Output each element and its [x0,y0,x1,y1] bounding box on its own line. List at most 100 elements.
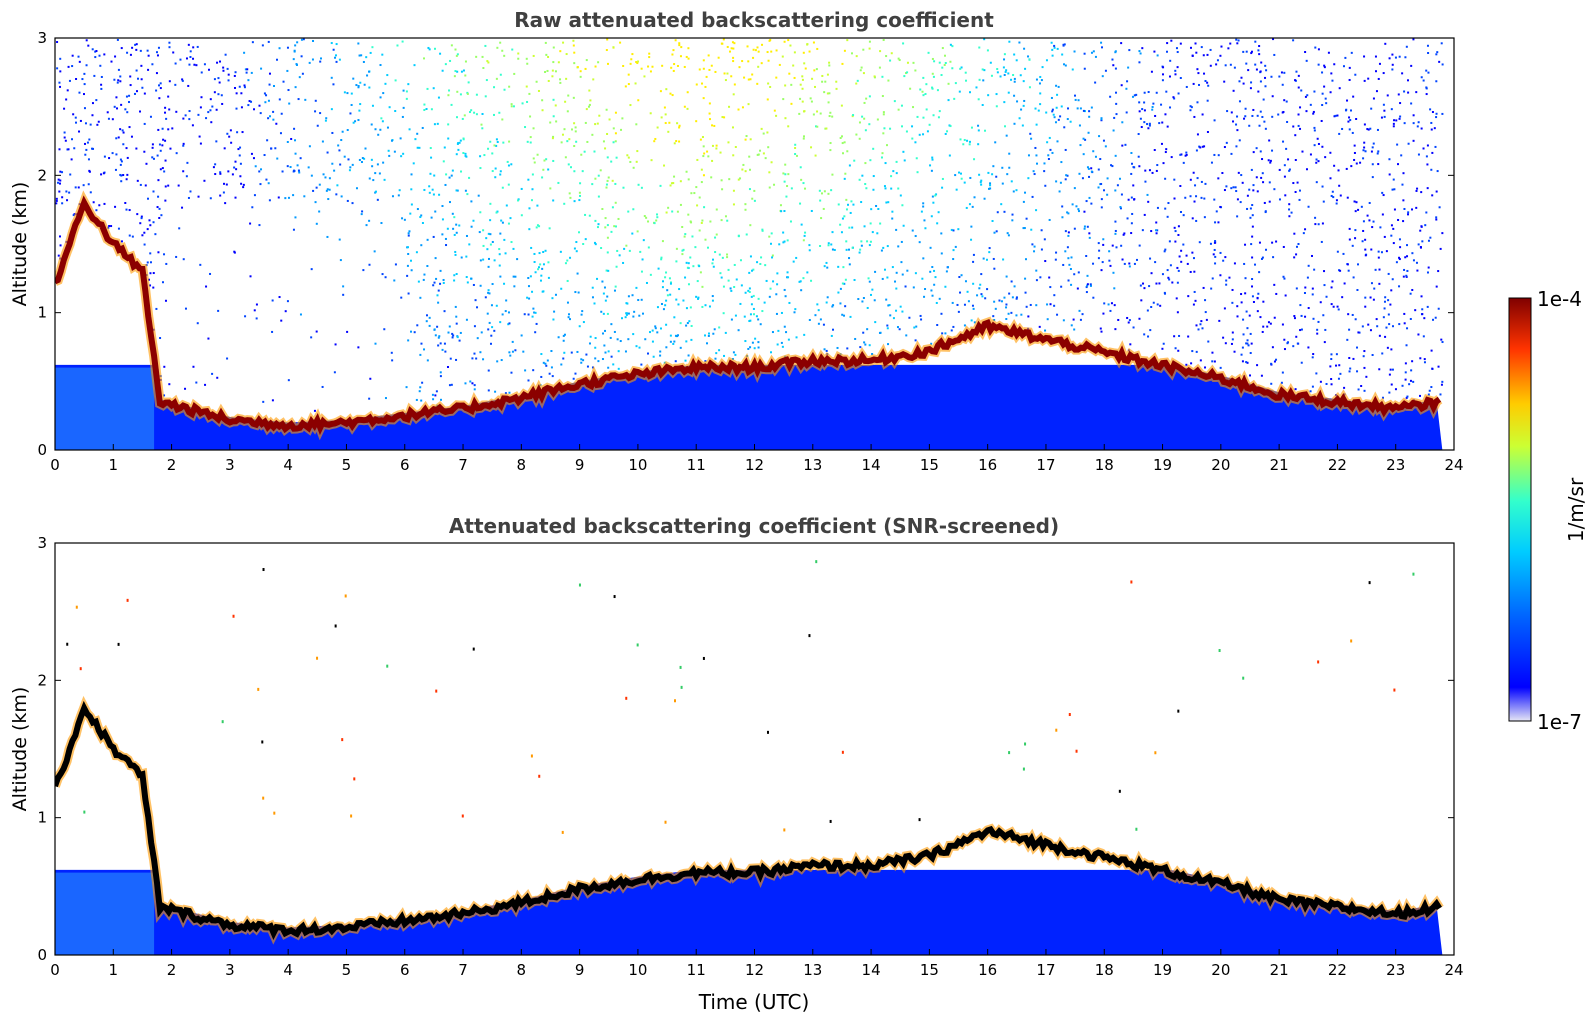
backscatter-speckle [242,186,245,189]
backscatter-speckle [1064,148,1067,151]
backscatter-speckle [289,166,292,169]
backscatter-speckle [541,176,544,179]
backscatter-speckle [1428,389,1431,392]
backscatter-speckle [929,246,932,249]
backscatter-speckle [448,325,451,328]
backscatter-speckle [1225,141,1228,144]
backscatter-speckle [182,117,185,120]
backscatter-speckle [993,318,996,321]
backscatter-speckle [1176,266,1179,269]
backscatter-speckle [1055,106,1058,109]
backscatter-speckle [106,111,109,114]
backscatter-speckle [1041,66,1044,69]
backscatter-speckle [1239,201,1242,204]
backscatter-speckle [657,267,660,270]
backscatter-speckle [1244,292,1247,295]
backscatter-speckle [358,54,361,57]
backscatter-speckle [699,138,702,141]
backscatter-speckle [865,97,868,100]
backscatter-speckle [157,251,160,254]
backscatter-speckle [1232,186,1235,189]
screened-speckle [841,750,844,754]
backscatter-speckle [886,245,889,248]
backscatter-speckle [1126,80,1129,83]
backscatter-speckle [723,116,726,119]
backscatter-speckle [1079,144,1082,147]
backscatter-speckle [339,163,342,166]
backscatter-speckle [923,219,926,222]
backscatter-speckle [1251,285,1254,288]
backscatter-speckle [1248,314,1251,317]
backscatter-speckle [673,142,676,145]
backscatter-speckle [1103,302,1106,305]
backscatter-speckle [1077,271,1080,274]
backscatter-speckle [684,276,687,279]
backscatter-speckle [251,206,254,209]
backscatter-speckle [1383,109,1386,112]
backscatter-speckle [599,169,602,172]
backscatter-speckle [88,169,91,172]
backscatter-speckle [761,229,764,232]
backscatter-speckle [85,64,88,67]
backscatter-speckle [456,53,459,56]
x-tick-label: 24 [1444,961,1463,979]
backscatter-speckle [1311,293,1314,296]
backscatter-speckle [622,261,625,264]
backscatter-speckle [1231,331,1234,334]
backscatter-speckle [430,216,433,219]
backscatter-speckle [982,79,985,82]
backscatter-speckle [1294,190,1297,193]
backscatter-speckle [1316,332,1319,335]
backscatter-speckle [1435,190,1438,193]
backscatter-speckle [941,177,944,180]
backscatter-speckle [1403,207,1406,210]
backscatter-speckle [1390,108,1393,111]
x-tick-label: 12 [745,961,764,979]
x-tick-label: 0 [50,456,60,474]
backscatter-speckle [1074,98,1077,101]
backscatter-speckle [498,248,501,251]
backscatter-speckle [1288,203,1291,206]
backscatter-speckle [56,67,59,70]
backscatter-speckle [1199,146,1202,149]
backscatter-speckle [549,121,552,124]
backscatter-speckle [931,156,934,159]
backscatter-speckle [423,188,426,191]
backscatter-speckle [536,204,539,207]
backscatter-speckle [1172,96,1175,99]
backscatter-speckle [1236,305,1239,308]
backscatter-speckle [439,371,442,374]
backscatter-speckle [1339,194,1342,197]
backscatter-speckle [386,74,389,77]
backscatter-speckle [794,146,797,149]
backscatter-speckle [276,157,279,160]
backscatter-speckle [1033,250,1036,253]
backscatter-speckle [1351,244,1354,247]
backscatter-speckle [363,83,366,86]
backscatter-speckle [576,66,579,69]
backscatter-speckle [1128,262,1131,265]
backscatter-speckle [1412,122,1415,125]
backscatter-speckle [66,89,69,92]
backscatter-speckle [918,241,921,244]
backscatter-speckle [866,328,869,331]
backscatter-speckle [374,172,377,175]
backscatter-speckle [1294,388,1297,391]
backscatter-speckle [1382,316,1385,319]
backscatter-speckle [159,337,162,340]
backscatter-speckle [1404,256,1407,259]
backscatter-speckle [585,59,588,62]
backscatter-speckle [1251,214,1254,217]
backscatter-speckle [454,250,457,253]
backscatter-speckle [1421,313,1424,316]
backscatter-speckle [475,55,478,58]
backscatter-speckle [793,51,796,54]
backscatter-speckle [841,217,844,220]
backscatter-speckle [823,265,826,268]
backscatter-speckle [970,225,973,228]
backscatter-speckle [442,278,445,281]
backscatter-speckle [722,312,725,315]
backscatter-speckle [149,224,152,227]
backscatter-speckle [635,160,638,163]
backscatter-speckle [1377,250,1380,253]
